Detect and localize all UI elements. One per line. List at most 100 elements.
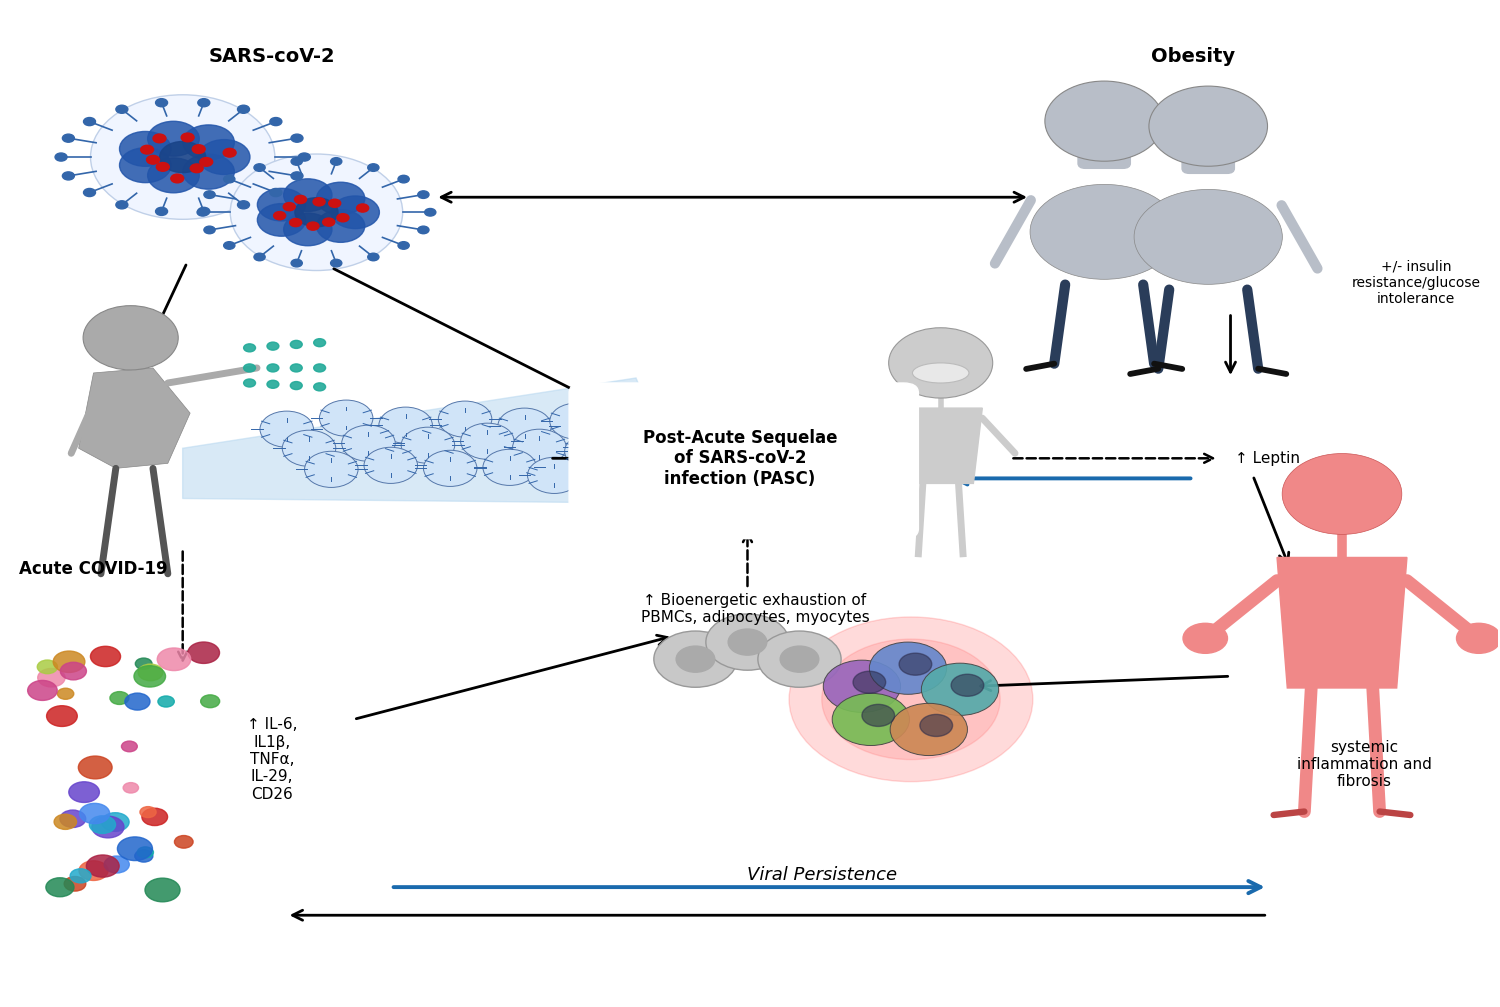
Circle shape xyxy=(120,148,171,182)
Text: ↑ Leptin: ↑ Leptin xyxy=(1234,451,1300,466)
Circle shape xyxy=(54,815,76,830)
Circle shape xyxy=(198,140,250,174)
Circle shape xyxy=(183,154,234,189)
Circle shape xyxy=(789,617,1034,781)
Circle shape xyxy=(182,133,194,142)
Circle shape xyxy=(320,400,374,436)
Circle shape xyxy=(136,847,153,858)
Circle shape xyxy=(138,664,164,681)
Circle shape xyxy=(110,692,129,705)
Circle shape xyxy=(342,425,394,461)
Circle shape xyxy=(153,134,166,143)
Circle shape xyxy=(564,433,618,469)
Circle shape xyxy=(862,704,894,726)
Circle shape xyxy=(116,200,128,208)
Polygon shape xyxy=(78,368,190,468)
Circle shape xyxy=(80,804,110,824)
Text: Post-Acute Sequelae
of SARS-coV-2
infection (PASC): Post-Acute Sequelae of SARS-coV-2 infect… xyxy=(644,429,837,488)
Circle shape xyxy=(230,154,402,271)
Circle shape xyxy=(304,451,358,487)
Circle shape xyxy=(57,688,74,699)
Polygon shape xyxy=(898,408,983,483)
Circle shape xyxy=(273,211,285,220)
Circle shape xyxy=(198,207,210,215)
Circle shape xyxy=(298,153,310,161)
Circle shape xyxy=(258,203,306,237)
Circle shape xyxy=(84,188,96,196)
Circle shape xyxy=(728,629,766,656)
Circle shape xyxy=(1282,453,1402,535)
Circle shape xyxy=(156,162,170,171)
Circle shape xyxy=(284,202,296,210)
Circle shape xyxy=(270,118,282,126)
Circle shape xyxy=(90,646,120,667)
Circle shape xyxy=(284,213,332,246)
Circle shape xyxy=(890,703,968,755)
Circle shape xyxy=(27,681,57,701)
Circle shape xyxy=(780,646,819,673)
Circle shape xyxy=(888,327,993,398)
Circle shape xyxy=(183,125,234,160)
Circle shape xyxy=(78,756,112,778)
Text: SARS-coV-2: SARS-coV-2 xyxy=(209,47,334,66)
Circle shape xyxy=(260,411,314,447)
Circle shape xyxy=(330,260,342,267)
Circle shape xyxy=(498,408,552,444)
Circle shape xyxy=(224,242,236,250)
Circle shape xyxy=(314,197,326,205)
Circle shape xyxy=(314,383,326,391)
Circle shape xyxy=(316,182,364,214)
Circle shape xyxy=(53,652,86,673)
Circle shape xyxy=(87,855,118,877)
Circle shape xyxy=(135,658,152,670)
FancyBboxPatch shape xyxy=(1078,122,1131,168)
Circle shape xyxy=(291,158,303,165)
Circle shape xyxy=(174,836,194,848)
Circle shape xyxy=(338,213,350,222)
Circle shape xyxy=(147,158,200,192)
Circle shape xyxy=(400,427,454,463)
Circle shape xyxy=(424,208,436,217)
Circle shape xyxy=(758,631,842,687)
Circle shape xyxy=(951,675,984,696)
Circle shape xyxy=(80,861,108,880)
Circle shape xyxy=(419,191,429,198)
Circle shape xyxy=(124,693,150,710)
Circle shape xyxy=(46,878,74,897)
Circle shape xyxy=(204,191,214,198)
Circle shape xyxy=(291,172,303,180)
Circle shape xyxy=(141,145,153,154)
Circle shape xyxy=(1456,623,1500,654)
Circle shape xyxy=(920,714,952,736)
Circle shape xyxy=(63,134,75,142)
Circle shape xyxy=(82,306,178,370)
Circle shape xyxy=(364,447,417,483)
Polygon shape xyxy=(1276,558,1407,688)
Circle shape xyxy=(147,155,159,164)
Circle shape xyxy=(135,850,153,862)
Circle shape xyxy=(60,810,86,828)
Circle shape xyxy=(822,639,1001,759)
Text: ↑ IL-6,
IL1β,
TNFα,
IL-29,
CD26: ↑ IL-6, IL1β, TNFα, IL-29, CD26 xyxy=(246,717,297,802)
Circle shape xyxy=(706,614,789,671)
Circle shape xyxy=(237,200,249,208)
Circle shape xyxy=(296,197,338,227)
Circle shape xyxy=(513,429,566,465)
Circle shape xyxy=(291,340,302,348)
Circle shape xyxy=(438,401,492,437)
Circle shape xyxy=(921,664,999,715)
Ellipse shape xyxy=(1030,184,1179,279)
Circle shape xyxy=(84,118,96,126)
Circle shape xyxy=(833,693,909,745)
Circle shape xyxy=(92,817,124,838)
Circle shape xyxy=(308,223,320,231)
Circle shape xyxy=(224,175,236,183)
Circle shape xyxy=(102,813,129,832)
Circle shape xyxy=(284,179,332,211)
Ellipse shape xyxy=(1134,189,1282,284)
Circle shape xyxy=(316,209,364,243)
Circle shape xyxy=(270,188,282,196)
Circle shape xyxy=(398,175,410,183)
Circle shape xyxy=(398,242,410,250)
FancyBboxPatch shape xyxy=(1182,127,1234,173)
